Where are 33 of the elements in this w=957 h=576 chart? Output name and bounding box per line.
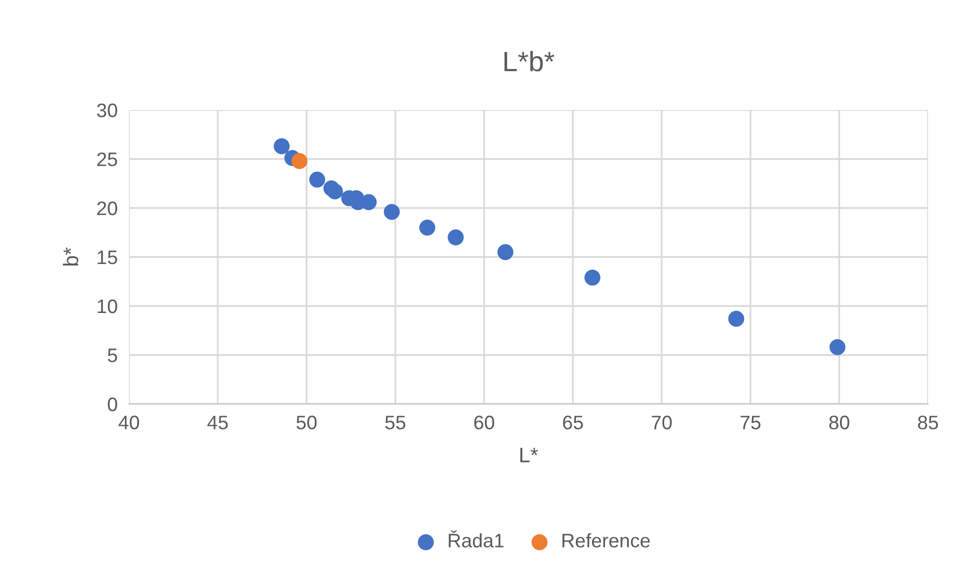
point xyxy=(419,220,436,236)
y-tick-label: 5 xyxy=(108,348,118,362)
point xyxy=(829,339,846,356)
x-tick-label: 45 xyxy=(207,416,228,430)
point xyxy=(326,183,343,200)
y-tick-label: 25 xyxy=(97,152,118,166)
point xyxy=(309,172,326,188)
x-tick-label: 75 xyxy=(740,416,760,430)
x-tick-label: 85 xyxy=(918,416,938,430)
y-tick-label: 0 xyxy=(108,397,118,412)
point xyxy=(274,138,290,154)
y-tick-label: 10 xyxy=(98,299,118,314)
legend-label: Řada1 xyxy=(448,530,504,548)
x-tick-label: 65 xyxy=(563,416,583,430)
point xyxy=(384,204,400,220)
chart-title: L*b* xyxy=(504,50,554,72)
y-tick-label: 30 xyxy=(97,103,118,118)
point xyxy=(728,310,744,327)
x-tick-label: 70 xyxy=(652,416,672,430)
point xyxy=(448,229,464,246)
y-axis-title: b* xyxy=(62,247,78,266)
point xyxy=(291,152,308,169)
x-tick-label: 60 xyxy=(474,416,494,430)
y-tick-label: 20 xyxy=(97,201,118,216)
x-axis-title: L* xyxy=(520,448,538,462)
y-tick-label: 15 xyxy=(98,250,118,264)
legend-label: Reference xyxy=(562,533,650,548)
x-tick-label: 80 xyxy=(829,416,850,430)
point xyxy=(584,270,600,286)
point xyxy=(497,244,514,260)
x-tick-label: 50 xyxy=(296,416,317,430)
x-tick-label: 55 xyxy=(385,416,406,430)
x-tick-label: 40 xyxy=(118,416,140,430)
